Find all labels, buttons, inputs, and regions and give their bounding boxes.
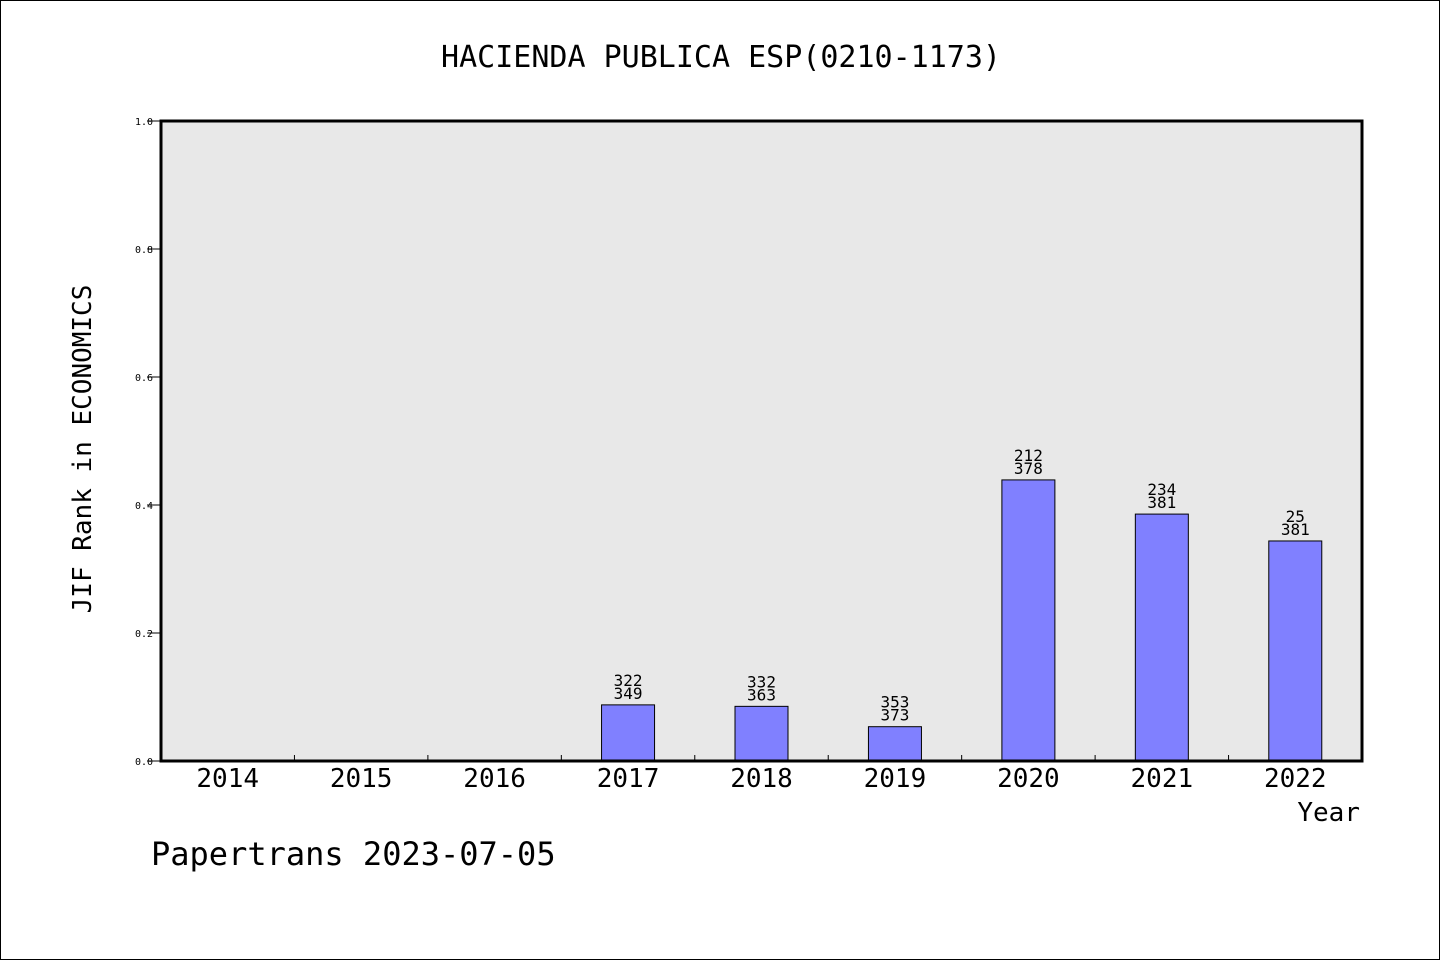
bar-label-top-2019: 353 <box>880 693 909 712</box>
bar-2018 <box>734 705 789 762</box>
bar-label-top-2018: 332 <box>747 672 776 691</box>
x-tick-label-2021: 2021 <box>1131 764 1194 794</box>
chart-title: HACIENDA PUBLICA ESP(0210-1173) <box>441 40 1001 75</box>
x-tick-label-2015: 2015 <box>330 764 393 794</box>
x-tick-label-2018: 2018 <box>730 764 793 794</box>
x-axis-label: Year <box>1297 798 1360 828</box>
bar-label-bottom-2018: 363 <box>747 685 776 704</box>
y-tick-label-0.8: 0.8 <box>135 245 153 256</box>
bar-2022 <box>1268 540 1323 762</box>
bar-label-top-2020: 212 <box>1014 446 1043 465</box>
y-axis-label: JIF Rank in ECONOMICS <box>68 285 98 614</box>
y-tick-label-1.0: 1.0 <box>135 117 153 128</box>
footer-text: Papertrans 2023-07-05 <box>151 835 556 873</box>
bar-label-top-2021: 234 <box>1147 480 1176 499</box>
x-tick-label-2017: 2017 <box>597 764 660 794</box>
bar-label-bottom-2017: 349 <box>614 684 643 703</box>
y-tick-label-0.2: 0.2 <box>135 629 153 640</box>
x-tick-label-2014: 2014 <box>196 764 259 794</box>
bar-label-bottom-2020: 378 <box>1014 459 1043 478</box>
bar-label-bottom-2022: 381 <box>1281 520 1310 539</box>
y-tick-label-0.4: 0.4 <box>135 501 153 512</box>
plot-border <box>159 119 1364 763</box>
bar-2020 <box>1001 479 1056 762</box>
bar-2019 <box>867 726 922 762</box>
bar-label-bottom-2019: 373 <box>880 706 909 725</box>
x-tick-label-2016: 2016 <box>463 764 526 794</box>
x-tick-label-2020: 2020 <box>997 764 1060 794</box>
x-tick-label-2022: 2022 <box>1264 764 1327 794</box>
bar-2021 <box>1134 513 1189 762</box>
bar-2017 <box>601 704 656 762</box>
x-tick-label-2019: 2019 <box>864 764 927 794</box>
bar-label-top-2022: 25 <box>1286 507 1305 526</box>
y-tick-label-0.0: 0.0 <box>135 757 153 768</box>
bar-label-bottom-2021: 381 <box>1147 493 1176 512</box>
y-tick-label-0.6: 0.6 <box>135 373 153 384</box>
bar-label-top-2017: 322 <box>614 671 643 690</box>
